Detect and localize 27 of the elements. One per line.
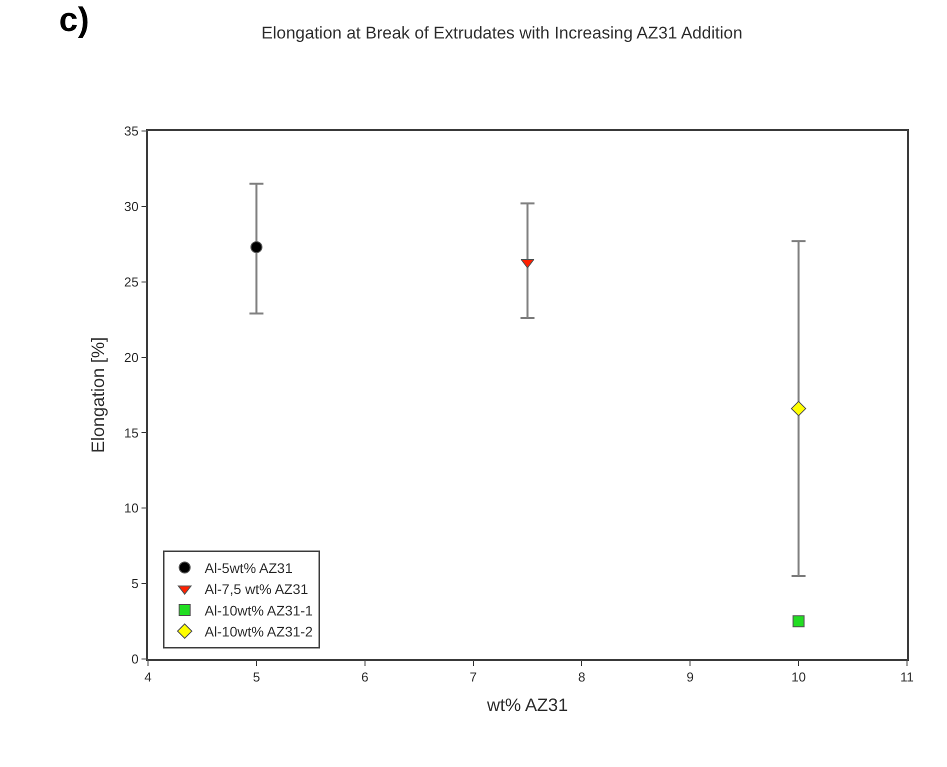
y-tick-label: 15	[124, 425, 139, 440]
y-tick-label: 30	[124, 198, 139, 214]
x-tick-label: 11	[900, 669, 914, 684]
y-tick-label: 20	[124, 350, 139, 365]
text: c)	[59, 1, 90, 39]
x-tick-label: 9	[686, 669, 694, 684]
legend-label: Al-10wt% AZ31-2	[204, 624, 314, 640]
y-tick-label: 0	[131, 652, 139, 667]
x-tick-label: 6	[361, 669, 368, 684]
y-tick-label: 5	[131, 576, 139, 592]
point	[250, 241, 262, 254]
point	[790, 400, 806, 416]
x-tick-label: 5	[252, 669, 260, 684]
y-tick-label: 10	[124, 500, 139, 516]
x-tick-label: 7	[470, 669, 477, 684]
y-tick-label: 35	[124, 124, 139, 139]
x-tick-label: 8	[578, 669, 586, 684]
chart-title: Elongation at Break of Extrudates with Increasing AZ31 Addition	[261, 24, 742, 43]
x-tick-label: 10	[791, 669, 806, 684]
legend-label: Al-7,5 wt% AZ31	[204, 581, 308, 598]
legend-label: Al-10wt% AZ31-1	[204, 602, 314, 618]
legend-label: Al-5wt% AZ31	[204, 560, 293, 576]
y-tick-label: 25	[124, 274, 139, 290]
y-axis-title: Elongation [%]	[88, 336, 108, 454]
x-tick-label: 4	[144, 669, 152, 684]
point	[792, 615, 805, 628]
x-axis-title: wt% AZ31	[486, 694, 568, 715]
